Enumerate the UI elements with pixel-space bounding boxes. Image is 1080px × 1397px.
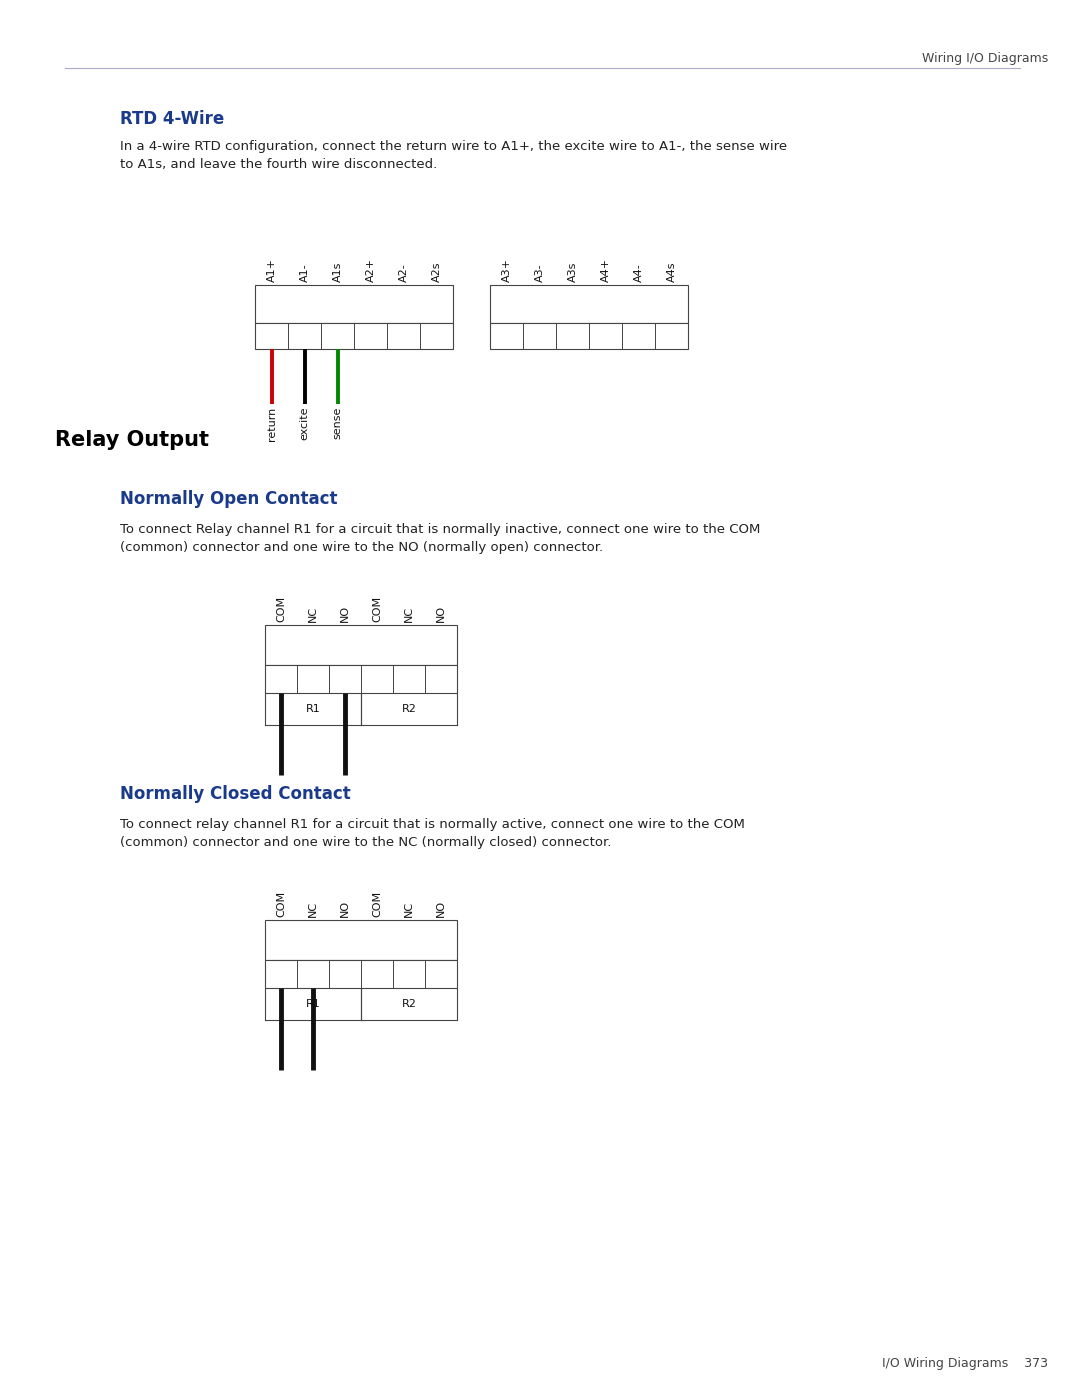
Text: NO: NO (436, 605, 446, 622)
Text: In a 4-wire RTD configuration, connect the return wire to A1+, the excite wire t: In a 4-wire RTD configuration, connect t… (120, 140, 787, 170)
Text: To connect relay channel R1 for a circuit that is normally active, connect one w: To connect relay channel R1 for a circui… (120, 819, 745, 849)
Text: A4s: A4s (666, 261, 676, 282)
Text: A3s: A3s (567, 261, 578, 282)
Text: NO: NO (436, 900, 446, 916)
Text: A3+: A3+ (501, 258, 512, 282)
Text: RTD 4-Wire: RTD 4-Wire (120, 110, 225, 129)
Text: A3-: A3- (535, 264, 544, 282)
Text: COM: COM (372, 891, 382, 916)
Text: return: return (267, 407, 276, 441)
Text: R2: R2 (402, 704, 417, 714)
Text: R1: R1 (306, 999, 321, 1009)
Bar (265, 624, 457, 665)
Text: NC: NC (404, 901, 414, 916)
Text: NO: NO (340, 900, 350, 916)
Text: A4-: A4- (634, 263, 644, 282)
Text: A4+: A4+ (600, 258, 610, 282)
Text: sense: sense (333, 407, 342, 440)
Bar (255, 323, 453, 349)
Text: A2s: A2s (432, 261, 442, 282)
Bar (490, 323, 688, 349)
Text: NC: NC (308, 606, 318, 622)
Bar (255, 285, 453, 323)
Bar (265, 960, 457, 988)
Text: I/O Wiring Diagrams    373: I/O Wiring Diagrams 373 (882, 1356, 1048, 1370)
Text: Wiring I/O Diagrams: Wiring I/O Diagrams (921, 52, 1048, 66)
Text: Relay Output: Relay Output (55, 430, 210, 450)
Text: R1: R1 (306, 704, 321, 714)
Text: COM: COM (372, 597, 382, 622)
Text: Normally Closed Contact: Normally Closed Contact (120, 785, 351, 803)
Text: COM: COM (276, 597, 286, 622)
Text: excite: excite (299, 407, 310, 440)
Text: A2-: A2- (399, 263, 408, 282)
Text: R2: R2 (402, 999, 417, 1009)
Text: NC: NC (404, 606, 414, 622)
Text: Normally Open Contact: Normally Open Contact (120, 490, 337, 509)
Bar (265, 665, 457, 693)
Bar (265, 921, 457, 960)
Text: To connect Relay channel R1 for a circuit that is normally inactive, connect one: To connect Relay channel R1 for a circui… (120, 522, 760, 555)
Text: NO: NO (340, 605, 350, 622)
Text: A1s: A1s (333, 261, 342, 282)
Text: A2+: A2+ (365, 258, 376, 282)
Text: COM: COM (276, 891, 286, 916)
Text: A1-: A1- (299, 264, 310, 282)
Text: A1+: A1+ (267, 258, 276, 282)
Bar (490, 285, 688, 323)
Text: NC: NC (308, 901, 318, 916)
